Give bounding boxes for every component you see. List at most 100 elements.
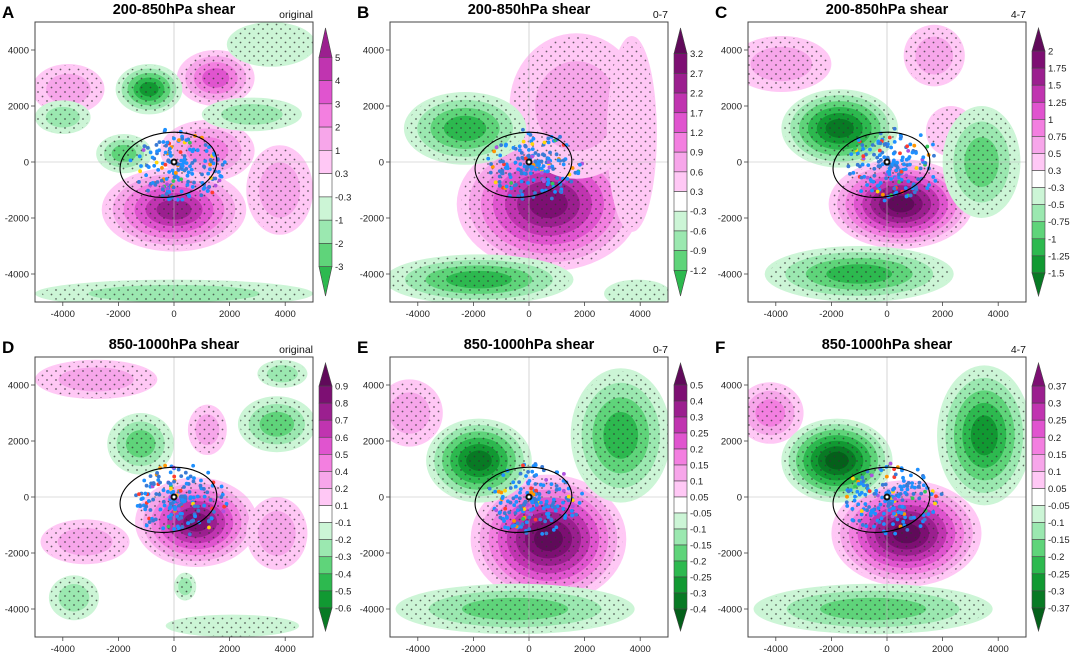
scatter-point bbox=[555, 176, 559, 181]
scatter-point bbox=[182, 154, 187, 158]
trajectory-ellipse bbox=[474, 466, 573, 533]
scatter-point bbox=[849, 152, 854, 157]
scatter-point bbox=[566, 498, 571, 503]
scatter-point bbox=[176, 467, 181, 472]
y-tick-label: -2000 bbox=[360, 549, 384, 560]
scatter-point bbox=[513, 484, 518, 489]
colorbar-bin bbox=[318, 80, 333, 105]
scatter-point bbox=[190, 185, 195, 189]
x-tick-label: 2000 bbox=[574, 644, 595, 652]
negative-anomaly-10 bbox=[165, 614, 300, 637]
colorbar-label: 0.25 bbox=[1048, 416, 1067, 427]
x-tick-label: 2000 bbox=[219, 309, 240, 320]
scatter-point bbox=[179, 494, 184, 499]
scatter-point bbox=[896, 510, 901, 515]
scatter-point bbox=[184, 481, 189, 486]
colorbar-bin bbox=[1031, 67, 1046, 86]
scatter-point bbox=[211, 510, 216, 514]
colorbar-bin bbox=[318, 590, 333, 609]
scatter-point bbox=[523, 144, 528, 149]
scatter-point bbox=[213, 183, 218, 188]
significance-stipple bbox=[784, 420, 890, 501]
scatter-point bbox=[894, 190, 899, 195]
scatter-point bbox=[185, 183, 190, 187]
scatter-point bbox=[161, 499, 166, 504]
scatter-point bbox=[855, 151, 860, 156]
scatter-point bbox=[518, 487, 523, 492]
scatter-point bbox=[180, 197, 185, 202]
scatter-point bbox=[168, 150, 172, 155]
scatter-point bbox=[899, 177, 904, 182]
scatter-point bbox=[196, 508, 201, 513]
scatter-point bbox=[177, 516, 181, 521]
scatter-point bbox=[897, 180, 901, 184]
scatter-point bbox=[167, 146, 172, 151]
colorbar-label: -0.5 bbox=[1048, 200, 1064, 211]
scatter-point bbox=[531, 492, 536, 497]
scatter-point bbox=[539, 171, 544, 175]
contour-field bbox=[390, 22, 668, 302]
contour-field bbox=[748, 22, 1026, 302]
colorbar-bin bbox=[1031, 539, 1046, 558]
colorbar-label: -0.1 bbox=[690, 525, 706, 536]
scatter-point bbox=[128, 158, 133, 163]
colorbar-cap-top bbox=[1031, 361, 1046, 387]
scatter-point bbox=[144, 173, 149, 178]
significance-stipple bbox=[229, 23, 313, 66]
scatter-point bbox=[208, 167, 212, 172]
scatter-point bbox=[561, 162, 566, 167]
colorbar-bin bbox=[673, 496, 688, 514]
significance-stipple bbox=[474, 477, 623, 601]
scatter-point bbox=[533, 159, 538, 164]
scatter-point bbox=[933, 178, 938, 183]
significance-stipple bbox=[769, 247, 949, 301]
center-marker-inner bbox=[885, 160, 889, 164]
scatter-point bbox=[519, 507, 524, 512]
scatter-point bbox=[163, 162, 168, 167]
scatter-point bbox=[497, 169, 502, 174]
y-tick-label: -4000 bbox=[5, 605, 29, 616]
colorbar-bin bbox=[673, 512, 688, 530]
scatter-point bbox=[853, 484, 857, 489]
scatter-points bbox=[134, 463, 229, 537]
scatter-point bbox=[917, 484, 921, 489]
scatter-point bbox=[172, 474, 177, 479]
colorbar-bin bbox=[318, 126, 333, 151]
colorbar-cap-bottom bbox=[318, 266, 333, 297]
scatter-point bbox=[521, 463, 525, 468]
scatter-point bbox=[493, 180, 498, 185]
scatter-point bbox=[196, 504, 200, 509]
colorbar-label: 0.6 bbox=[335, 433, 348, 444]
scatter-point bbox=[509, 186, 514, 191]
scatter-point bbox=[208, 498, 213, 502]
scatter-point bbox=[165, 182, 169, 187]
colorbar-bin bbox=[673, 250, 688, 271]
colorbar-label: -0.15 bbox=[1048, 535, 1070, 546]
colorbar-cap-bottom bbox=[673, 270, 688, 297]
scatter-point bbox=[877, 153, 882, 158]
colorbar: 0.9 0.8 0.7 0.6 0.5 0.4 0.2 0.1 -0.1 -0.2 -0.3 -0.4… bbox=[318, 361, 351, 633]
scatter-point bbox=[138, 169, 143, 174]
scatter-point bbox=[189, 167, 194, 172]
scatter-point bbox=[891, 522, 895, 527]
scatter-point bbox=[931, 142, 935, 147]
scatter-point bbox=[872, 173, 877, 178]
scatter-point bbox=[527, 527, 532, 532]
scatter-point bbox=[178, 150, 183, 155]
scatter-point bbox=[191, 479, 196, 484]
colorbar-label: -0.3 bbox=[335, 192, 351, 203]
scatter-point bbox=[164, 192, 169, 196]
scatter-point bbox=[882, 511, 886, 516]
scatter-point bbox=[165, 140, 170, 145]
scatter-point bbox=[164, 177, 169, 181]
x-tick-label: -2000 bbox=[461, 309, 485, 320]
scatter-point bbox=[561, 507, 566, 511]
scatter-point bbox=[909, 473, 913, 478]
scatter-point bbox=[880, 495, 885, 500]
scatter-point bbox=[577, 162, 582, 167]
panel-letter: E bbox=[357, 338, 368, 357]
scatter-point bbox=[172, 479, 176, 484]
scatter-point bbox=[860, 475, 865, 480]
scatter-point bbox=[494, 145, 499, 150]
scatter-point bbox=[865, 483, 870, 488]
